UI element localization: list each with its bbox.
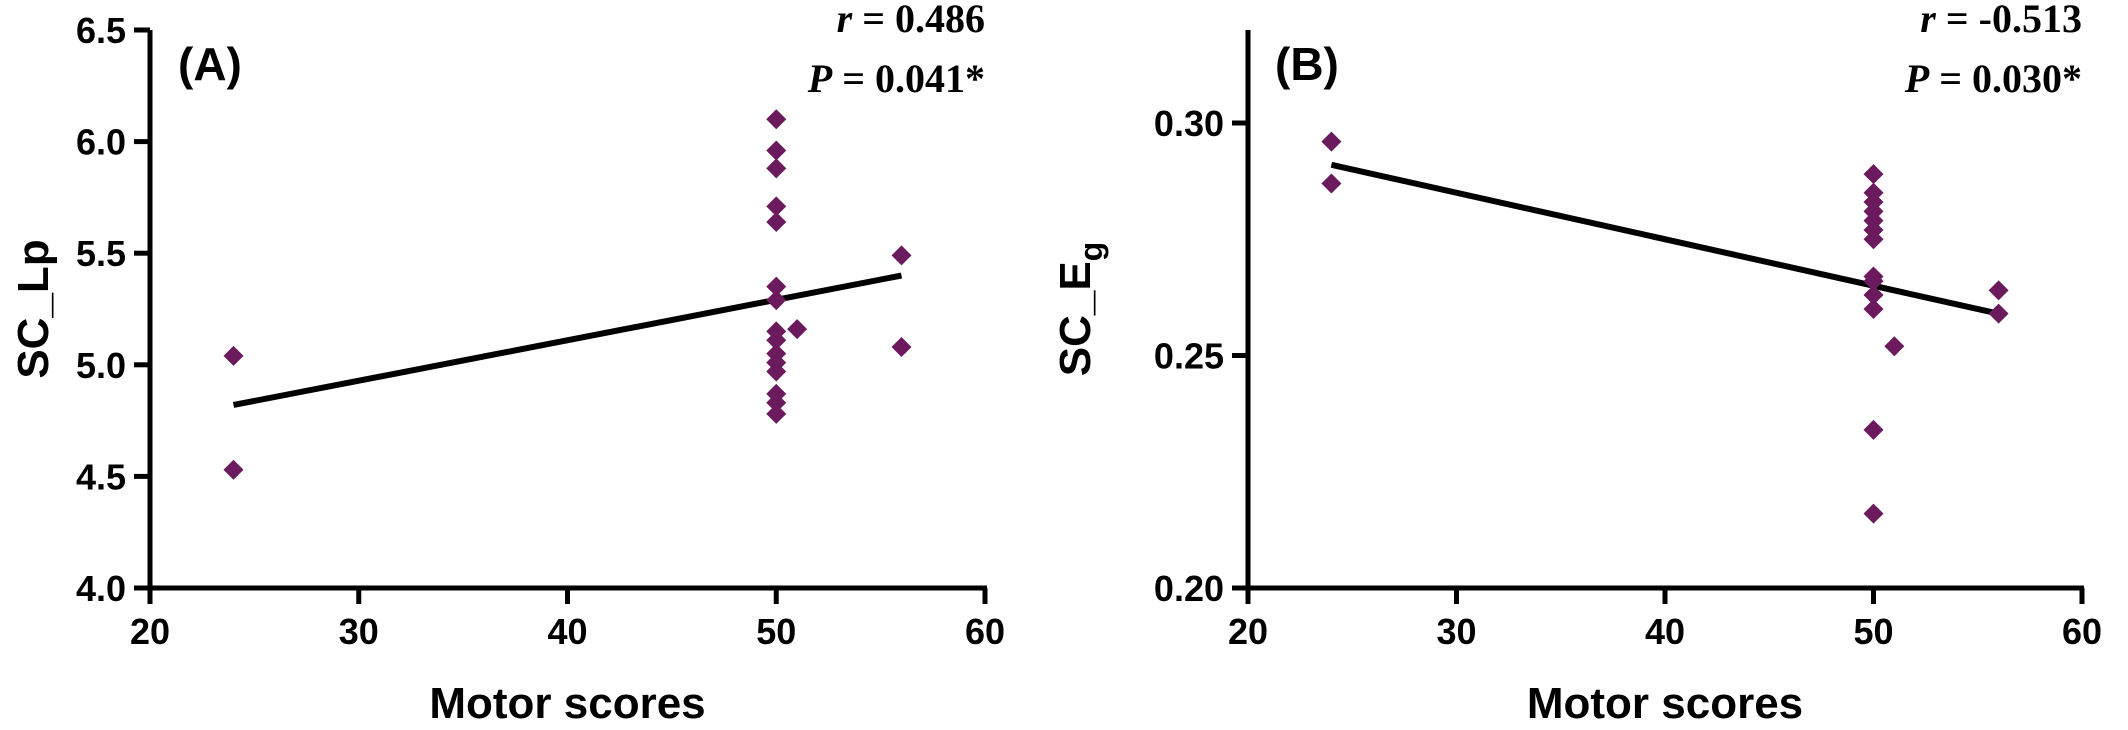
data-point	[1863, 299, 1884, 319]
data-point	[1988, 303, 2009, 324]
data-point	[891, 336, 912, 357]
data-point	[766, 140, 787, 161]
data-point	[223, 459, 244, 480]
data-point	[1863, 164, 1884, 185]
p-value-label: P = 0.030*	[1904, 56, 2082, 101]
panel-label: (B)	[1275, 38, 1339, 90]
y-tick-label: 4.5	[76, 456, 126, 497]
data-point	[1863, 419, 1884, 440]
x-tick-label: 60	[965, 611, 1005, 652]
data-point	[1321, 173, 1342, 194]
data-point	[766, 211, 787, 232]
chart-panel-b: 20 30 40 50 60 0.20 0.25 0.30 Motor scores SC_Eg (…	[1051, 0, 2102, 728]
x-tick-label: 20	[1228, 611, 1268, 652]
data-point	[766, 276, 787, 297]
y-tick-label: 0.20	[1154, 568, 1224, 609]
y-tick-label: 5.0	[76, 345, 126, 386]
data-point	[766, 196, 787, 217]
y-tick-label: 0.30	[1154, 103, 1224, 144]
panel-label: (A)	[178, 38, 242, 90]
correlation-r-label: r = -0.513	[1920, 0, 2082, 41]
x-tick-label: 50	[1853, 611, 1893, 652]
y-tick-label: 4.0	[76, 568, 126, 609]
x-tick-label: 50	[756, 611, 796, 652]
x-tick-label: 60	[2062, 611, 2102, 652]
x-tick-label: 30	[1436, 611, 1476, 652]
regression-line	[232, 272, 903, 408]
y-tick-label: 6.0	[76, 122, 126, 163]
correlation-r-label: r = 0.486	[837, 0, 985, 41]
y-tick-label: 5.5	[76, 233, 126, 274]
y-tick-label: 0.25	[1154, 336, 1224, 377]
x-tick-label: 40	[1645, 611, 1685, 652]
y-axis-title-subscript: g	[1073, 242, 1109, 262]
data-point	[1321, 131, 1342, 152]
data-point	[1884, 336, 1905, 357]
data-point	[766, 361, 787, 382]
x-tick-label: 30	[339, 611, 379, 652]
regression-line	[1330, 161, 2000, 317]
data-point	[223, 345, 244, 366]
data-point	[1988, 280, 2009, 301]
data-point	[1863, 271, 1884, 292]
data-point	[766, 392, 787, 413]
chart-panel-a: 20 30 40 50 60 4.0 4.5 5.0 5.5 6.0 6.5 Motor scores…	[9, 0, 1005, 728]
data-point	[766, 109, 787, 130]
data-point	[766, 158, 787, 179]
x-tick-label: 40	[547, 611, 587, 652]
data-point	[1863, 229, 1884, 250]
y-axis-title: SC_Eg	[1051, 242, 1109, 377]
p-value-label: P = 0.041*	[807, 56, 985, 101]
x-axis-title: Motor scores	[429, 679, 705, 728]
data-point	[766, 290, 787, 311]
x-tick-label: 20	[130, 611, 170, 652]
data-point	[1863, 503, 1884, 524]
y-tick-label: 6.5	[76, 10, 126, 51]
data-point	[766, 403, 787, 424]
y-axis-title: SC_Lp	[9, 239, 58, 378]
x-axis-title: Motor scores	[1527, 679, 1803, 728]
data-point	[891, 245, 912, 266]
data-point	[787, 319, 808, 340]
data-point	[1863, 285, 1884, 306]
data-point	[766, 330, 787, 351]
